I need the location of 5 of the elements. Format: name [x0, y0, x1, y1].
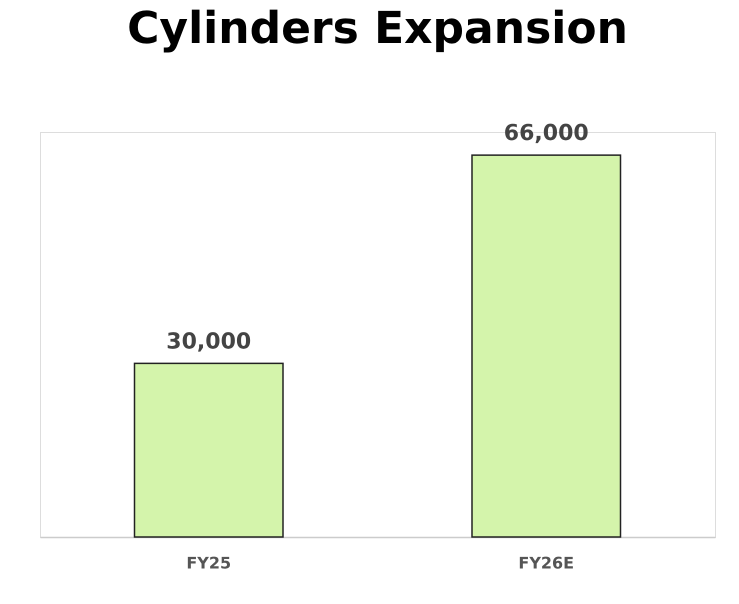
chart-title: Cylinders Expansion [127, 3, 628, 54]
x-tick-label: FY25 [186, 554, 232, 572]
data-label: 66,000 [504, 121, 589, 146]
x-tick-label: FY26E [518, 554, 574, 572]
data-label: 30,000 [166, 329, 252, 354]
